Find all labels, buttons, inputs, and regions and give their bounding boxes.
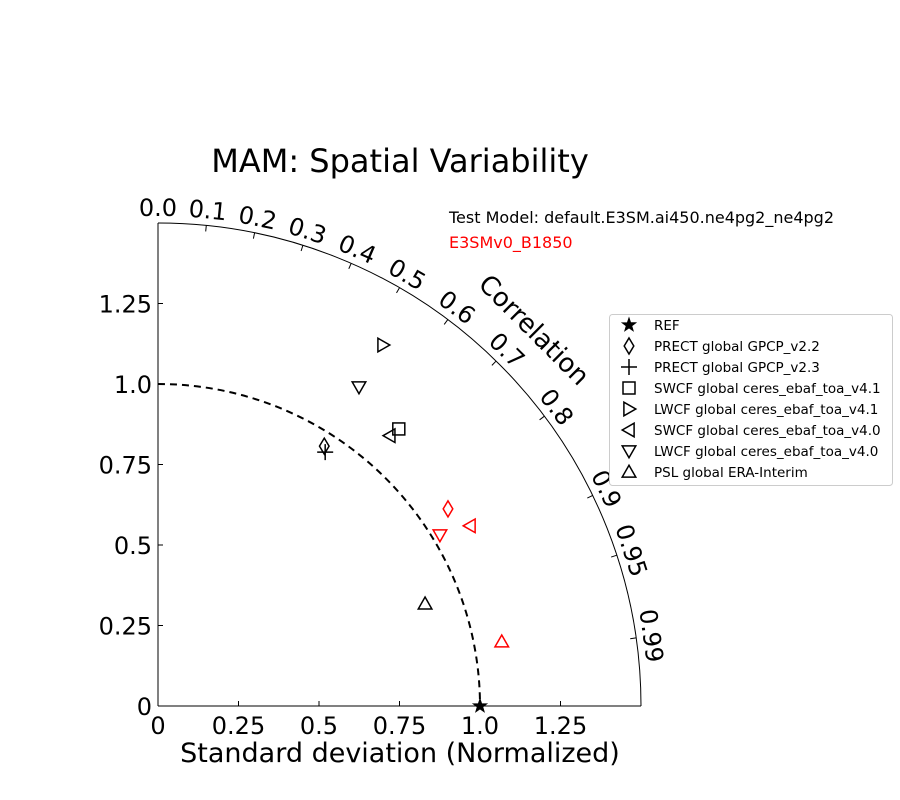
correlation-tick xyxy=(610,554,618,558)
legend-box xyxy=(609,314,893,486)
x-tick-label: 0.5 xyxy=(300,712,338,740)
legend-label: SWCF global ceres_ebaf_toa_v4.0 xyxy=(654,423,881,439)
correlation-tick xyxy=(205,225,207,232)
y-tick-label: 0.75 xyxy=(99,452,152,480)
y-tick-label: 0.25 xyxy=(99,613,152,641)
x-tick-label: 1.0 xyxy=(461,712,499,740)
data-point-tri-down xyxy=(431,529,449,544)
x-tick-label: 0.75 xyxy=(373,712,426,740)
correlation-tick-label: 0.5 xyxy=(383,253,430,296)
correlation-tick-label: 0.1 xyxy=(187,195,228,227)
legend-label: PRECT global GPCP_v2.3 xyxy=(654,360,820,376)
legend-marker-tri-right xyxy=(623,400,638,418)
data-point-star xyxy=(471,697,489,713)
data-point-tri-left xyxy=(381,427,396,444)
correlation-tick-label: 0.0 xyxy=(139,194,177,222)
legend-label: LWCF global ceres_ebaf_toa_v4.1 xyxy=(654,402,878,418)
test-model-label: Test Model: default.E3SM.ai450.ne4pg2_ne… xyxy=(448,208,834,228)
legend-label: PSL global ERA-Interim xyxy=(654,465,808,481)
legend-marker-plus xyxy=(621,359,637,375)
correlation-tick xyxy=(539,415,545,421)
x-tick-label: 0.25 xyxy=(212,712,265,740)
correlation-tick-label: 0.4 xyxy=(334,229,380,270)
reference-std-circle xyxy=(157,383,481,707)
legend-label: SWCF global ceres_ebaf_toa_v4.1 xyxy=(654,381,881,397)
data-point-plus xyxy=(317,444,334,461)
x-tick-label: 0 xyxy=(150,712,165,740)
legend-marker-tri-up xyxy=(620,463,638,478)
correlation-tick xyxy=(396,287,400,294)
correlation-tick xyxy=(300,245,304,252)
data-point-tri-up xyxy=(493,633,510,648)
y-tick-label: 0.5 xyxy=(114,532,152,560)
legend-marker-tri-down xyxy=(620,445,638,460)
correlation-arc xyxy=(157,222,642,707)
legend-label: REF xyxy=(654,318,680,334)
correlation-tick xyxy=(630,637,637,640)
correlation-tick-label: 0.3 xyxy=(285,212,330,250)
model-label-e3smv0: E3SMv0_B1850 xyxy=(449,233,573,253)
data-point-tri-right xyxy=(377,336,392,354)
correlation-tick xyxy=(252,232,256,239)
x-axis-label: Standard deviation (Normalized) xyxy=(180,738,620,769)
correlation-tick xyxy=(443,319,449,325)
correlation-tick xyxy=(587,495,593,499)
correlation-tick xyxy=(348,263,352,270)
correlation-axis-label: Correlation xyxy=(472,269,595,392)
legend-marker-diamond xyxy=(623,336,635,356)
legend-label: LWCF global ceres_ebaf_toa_v4.0 xyxy=(654,444,878,460)
correlation-tick-label: 0.8 xyxy=(534,384,579,431)
data-point-square xyxy=(392,422,406,436)
data-point-tri-up xyxy=(416,595,434,610)
correlation-tick-label: 0.95 xyxy=(609,521,652,581)
x-tick-label: 1.25 xyxy=(534,712,587,740)
y-tick-label: 1.0 xyxy=(114,371,152,399)
y-tick-label: 0 xyxy=(137,693,152,721)
data-point-tri-left xyxy=(461,517,476,534)
legend-marker-tri-left xyxy=(620,421,635,439)
legend-label: PRECT global GPCP_v2.2 xyxy=(654,339,820,355)
y-tick-label: 1.25 xyxy=(99,291,152,319)
data-point-diamond xyxy=(442,499,454,519)
correlation-tick-label: 0.6 xyxy=(433,285,480,330)
data-point-diamond xyxy=(318,436,330,456)
chart-title: MAM: Spatial Variability xyxy=(211,142,589,180)
legend-marker-square xyxy=(622,381,636,395)
data-point-tri-down xyxy=(350,381,368,396)
correlation-tick xyxy=(491,360,497,366)
legend-marker-star xyxy=(620,316,638,332)
